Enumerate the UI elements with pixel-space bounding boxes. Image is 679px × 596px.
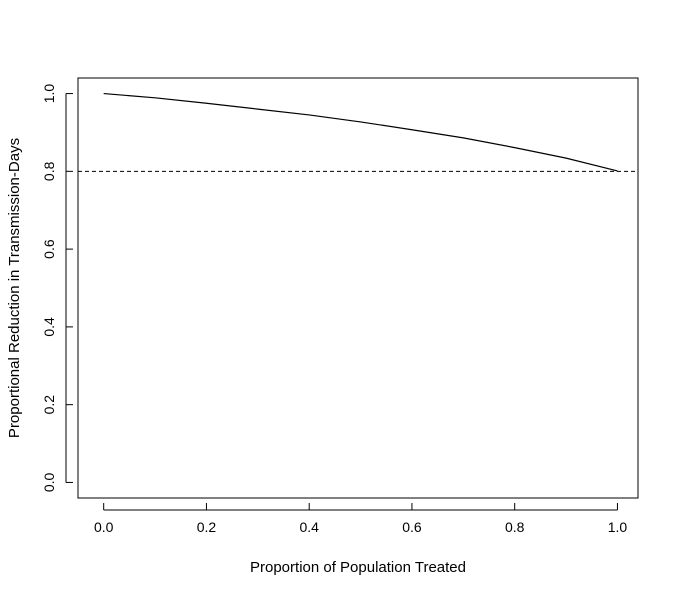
y-tick-label: 0.0 xyxy=(41,473,57,493)
y-axis-label: Proportional Reduction in Transmission-D… xyxy=(6,138,23,438)
x-tick-label: 0.6 xyxy=(402,519,422,535)
x-tick-label: 0.0 xyxy=(94,519,114,535)
x-tick-label: 1.0 xyxy=(608,519,628,535)
series-line xyxy=(103,92,618,172)
y-tick-label: 0.2 xyxy=(41,395,57,415)
x-tick-label: 0.2 xyxy=(197,519,217,535)
y-tick-label: 0.8 xyxy=(41,161,57,181)
x-axis: 0.0 0.2 0.4 0.6 0.8 1.0 xyxy=(94,503,627,535)
x-tick-label: 0.8 xyxy=(505,519,525,535)
y-tick-label: 1.0 xyxy=(41,84,57,104)
series-group xyxy=(103,92,618,172)
y-axis: 0.0 0.2 0.4 0.6 0.8 1.0 xyxy=(41,84,73,493)
y-tick-label: 0.6 xyxy=(41,239,57,259)
x-axis-label: Proportion of Population Treated xyxy=(250,559,466,576)
x-tick-label: 0.4 xyxy=(299,519,319,535)
plot-frame xyxy=(77,77,639,499)
y-tick-label: 0.4 xyxy=(41,317,57,337)
